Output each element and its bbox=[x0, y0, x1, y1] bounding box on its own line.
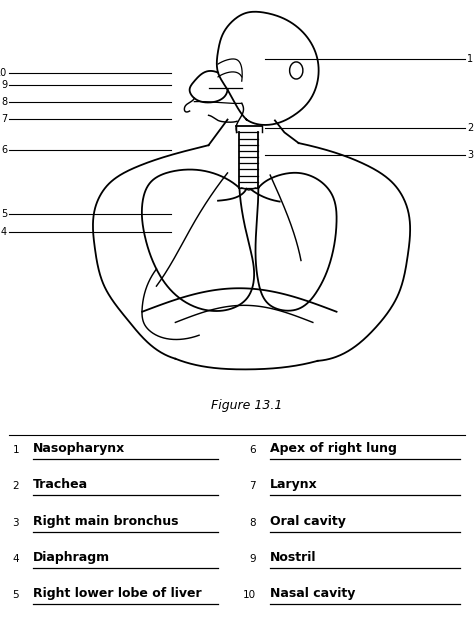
Text: 5: 5 bbox=[1, 208, 7, 219]
Text: 4: 4 bbox=[1, 227, 7, 237]
Text: Trachea: Trachea bbox=[33, 479, 88, 491]
Text: 2: 2 bbox=[12, 481, 19, 491]
Text: Figure 13.1: Figure 13.1 bbox=[211, 399, 282, 412]
Text: 9: 9 bbox=[249, 554, 256, 564]
Text: 1: 1 bbox=[12, 445, 19, 455]
Text: 2: 2 bbox=[467, 123, 473, 133]
Text: Right lower lobe of liver: Right lower lobe of liver bbox=[33, 587, 202, 600]
Text: 9: 9 bbox=[1, 80, 7, 90]
Text: 1: 1 bbox=[467, 54, 473, 64]
Text: Larynx: Larynx bbox=[270, 479, 318, 491]
Text: 4: 4 bbox=[12, 554, 19, 564]
Text: 10: 10 bbox=[0, 68, 7, 78]
Text: 7: 7 bbox=[249, 481, 256, 491]
Text: Apex of right lung: Apex of right lung bbox=[270, 442, 397, 455]
Text: 10: 10 bbox=[243, 590, 256, 600]
Text: 7: 7 bbox=[1, 114, 7, 124]
Text: Nasal cavity: Nasal cavity bbox=[270, 587, 356, 600]
Text: Right main bronchus: Right main bronchus bbox=[33, 514, 179, 528]
Text: Nasopharynx: Nasopharynx bbox=[33, 442, 126, 455]
Text: Nostril: Nostril bbox=[270, 551, 317, 564]
Text: 8: 8 bbox=[1, 97, 7, 107]
Text: 5: 5 bbox=[12, 590, 19, 600]
Text: 3: 3 bbox=[12, 517, 19, 528]
Text: Oral cavity: Oral cavity bbox=[270, 514, 346, 528]
Text: 6: 6 bbox=[249, 445, 256, 455]
Text: 8: 8 bbox=[249, 517, 256, 528]
Text: 3: 3 bbox=[467, 149, 473, 160]
Text: Diaphragm: Diaphragm bbox=[33, 551, 110, 564]
Text: 6: 6 bbox=[1, 145, 7, 155]
